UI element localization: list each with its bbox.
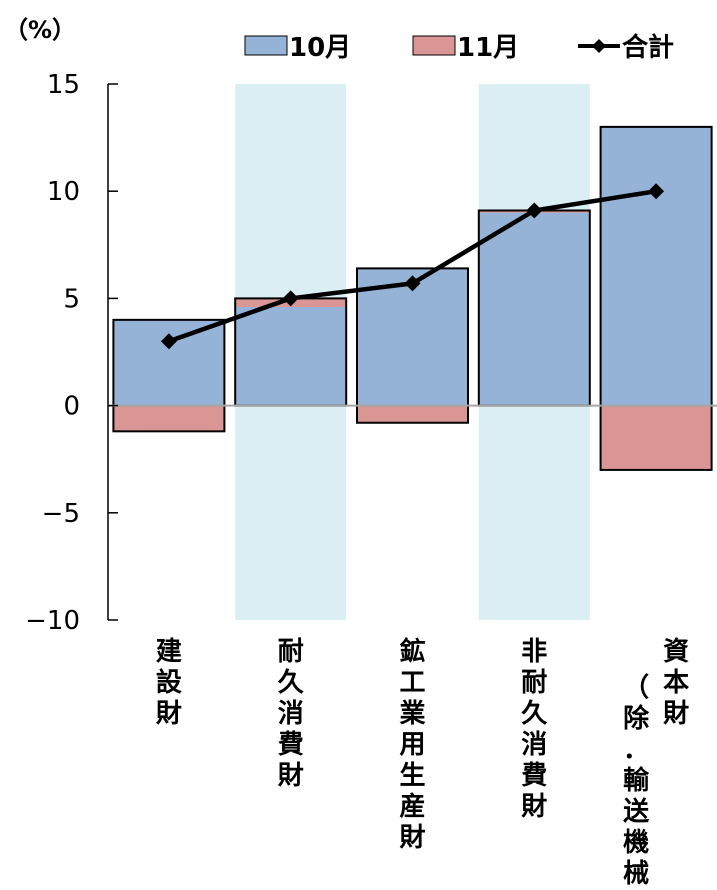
category-label-char: 財 — [399, 823, 425, 853]
total-point-2 — [404, 275, 421, 292]
bars — [112, 125, 713, 471]
category-label-char: 工 — [399, 668, 425, 698]
legend-diamond-icon — [592, 39, 606, 53]
bar-11月-0 — [113, 405, 225, 432]
y-tick-label: 10 — [47, 177, 80, 207]
category-label-char: 生 — [399, 761, 425, 791]
category-label-char: 業 — [399, 699, 425, 729]
bar-11月-2 — [357, 405, 468, 423]
category-label-char: 久 — [278, 668, 304, 698]
category-label-char: 建 — [156, 637, 182, 667]
legend-label-11月: 11月 — [457, 33, 519, 63]
category-label-char: 消 — [278, 699, 304, 729]
bar-10月-3 — [478, 212, 590, 406]
category-label-char: 本 — [663, 668, 689, 698]
total-point-3 — [526, 202, 543, 219]
category-label-char: 耐 — [521, 668, 547, 698]
category-label-char: 消 — [521, 730, 547, 760]
legend-label-合計: 合計 — [622, 32, 674, 63]
legend-swatch-11月 — [412, 35, 456, 56]
category-label-char: 費 — [278, 730, 304, 760]
category-label-char: ． — [623, 735, 649, 765]
bar-outline-4 — [599, 125, 713, 471]
category-label-char: 鉱 — [399, 636, 425, 667]
category-label-char: 械 — [623, 859, 649, 889]
bar-outline-0 — [112, 318, 226, 433]
bar-10月-0 — [113, 319, 225, 406]
category-label-char: 財 — [663, 699, 689, 729]
unit-label: （%） — [4, 16, 76, 44]
category-label-char: 耐 — [278, 637, 304, 667]
y-tick-label: −10 — [25, 606, 80, 636]
axes: 15 10 5 0 −5 −10 — [25, 70, 717, 636]
y-tick-label: −5 — [42, 499, 80, 529]
category-label-char: 費 — [521, 761, 547, 791]
legend-label-10月: 10月 — [289, 33, 351, 63]
total-point-4 — [648, 183, 665, 200]
bar-10月-1 — [235, 306, 347, 406]
category-label-char: 資 — [663, 637, 689, 667]
category-label-char: 財 — [521, 792, 547, 822]
total-point-1 — [282, 290, 299, 307]
y-tick-label: 5 — [63, 284, 80, 314]
category-label-char: （ — [623, 673, 649, 703]
category-label-char: 久 — [521, 699, 547, 729]
category-label-char: 財 — [278, 761, 304, 791]
legend: 10月 11月 合計 — [244, 32, 674, 63]
category-label-char: 輸 — [623, 765, 650, 796]
y-tick-label: 15 — [47, 70, 80, 100]
total-point-0 — [160, 333, 177, 350]
category-label-char: 用 — [399, 730, 425, 760]
bar-outline-2 — [356, 267, 469, 424]
category-label-char: 財 — [156, 699, 182, 729]
total-line — [160, 183, 665, 350]
bar-10月-4 — [600, 126, 712, 406]
bar-11月-4 — [600, 405, 712, 470]
category-label-char: 産 — [399, 791, 425, 822]
category-label-char: 機 — [623, 828, 649, 858]
category-label-char: 非 — [521, 637, 547, 667]
y-tick-label: 0 — [63, 392, 80, 422]
category-label-char: 送 — [623, 797, 649, 827]
category-label-char: 設 — [156, 667, 183, 698]
legend-swatch-10月 — [244, 35, 288, 56]
category-label-char: 除 — [623, 703, 650, 734]
